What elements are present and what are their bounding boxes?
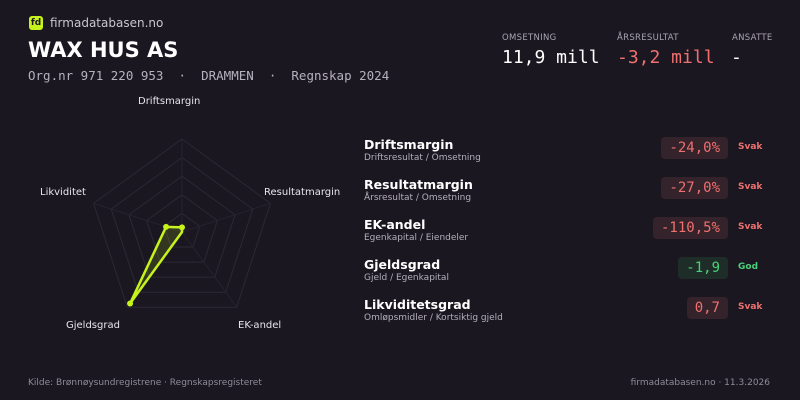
status-badge: Svak <box>738 222 763 232</box>
metric-row: Driftsmargin Driftsresultat / Omsetning … <box>364 137 764 173</box>
grid-ring <box>146 194 218 263</box>
metric-row: Resultatmargin Årsresultat / Omsetning -… <box>364 177 764 213</box>
status-badge: Svak <box>738 182 763 192</box>
status-badge: God <box>738 262 759 272</box>
metric-desc: Årsresultat / Omsetning <box>364 193 472 203</box>
metric-name: Likviditetsgrad <box>364 297 471 312</box>
metric-row: Gjeldsgrad Gjeld / Egenkapital -1,9 God <box>364 257 764 293</box>
axis-label: Driftsmargin <box>138 96 201 107</box>
metric-desc: Gjeld / Egenkapital <box>364 273 449 283</box>
metric-value: -110,5% <box>652 217 728 239</box>
metric-name: EK-andel <box>364 217 426 232</box>
metric-value: -27,0% <box>661 177 728 199</box>
metric-row: EK-andel Egenkapital / Eiendeler -110,5%… <box>364 217 764 253</box>
kpi-label: OMSETNING <box>502 33 557 43</box>
company-subtitle: Org.nr 971 220 953 · DRAMMEN · Regnskap … <box>28 68 390 83</box>
kpi-label: ANSATTE <box>732 33 773 43</box>
kpi-value: 11,9 mill <box>502 47 600 68</box>
grid-ring <box>92 138 272 308</box>
logo: fd <box>29 16 43 30</box>
metric-value: -24,0% <box>661 137 728 159</box>
metric-value: 0,7 <box>686 297 728 319</box>
metric-value: -1,9 <box>678 257 728 279</box>
footer-right: firmadatabasen.no · 11.3.2026 <box>630 378 770 388</box>
kpi-value: -3,2 mill <box>617 47 715 68</box>
metric-name: Driftsmargin <box>364 137 454 152</box>
radar-chart <box>92 138 272 308</box>
axis-label: Likviditet <box>40 187 86 198</box>
metric-desc: Omløpsmidler / Kortsiktig gjeld <box>364 313 503 323</box>
grid-ring <box>128 175 236 278</box>
metric-name: Resultatmargin <box>364 177 473 192</box>
metric-name: Gjeldsgrad <box>364 257 441 272</box>
status-badge: Svak <box>738 142 763 152</box>
grid-ring <box>110 156 254 293</box>
data-point <box>179 224 185 231</box>
data-point <box>163 223 170 230</box>
data-point <box>127 300 134 307</box>
metric-row: Likviditetsgrad Omløpsmidler / Kortsikti… <box>364 297 764 333</box>
company-name: WAX HUS AS <box>28 38 179 62</box>
footer-source: Kilde: Brønnøysundregistrene · Regnskaps… <box>28 378 262 388</box>
site-name[interactable]: firmadatabasen.no <box>50 16 164 30</box>
grid-spoke <box>181 231 238 308</box>
metric-desc: Driftsresultat / Omsetning <box>364 153 481 163</box>
axis-label: Resultatmargin <box>264 187 341 198</box>
axis-label: EK-andel <box>238 320 282 331</box>
status-badge: Svak <box>738 302 763 312</box>
grid-spoke <box>181 202 271 233</box>
axis-label: Gjeldsgrad <box>66 320 120 331</box>
kpi-value: - <box>731 47 742 68</box>
metric-desc: Egenkapital / Eiendeler <box>364 233 469 243</box>
kpi-label: ÅRSRESULTAT <box>617 33 679 43</box>
